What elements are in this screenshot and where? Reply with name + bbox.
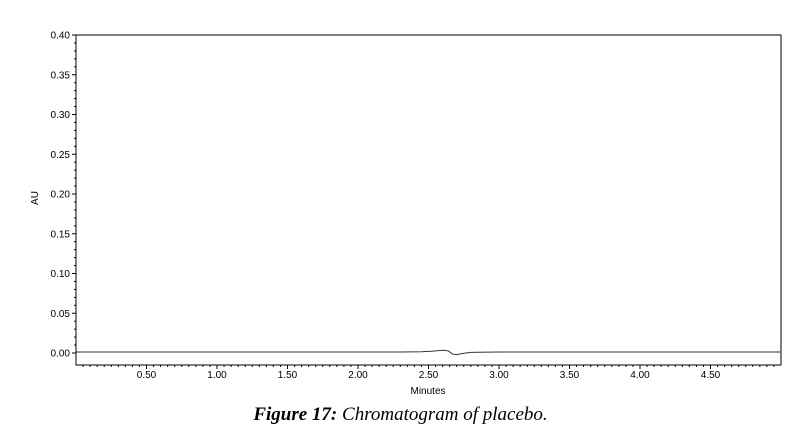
x-tick-label: 4.50: [701, 370, 721, 381]
y-tick-label: 0.10: [51, 269, 71, 280]
x-tick-label: 0.50: [137, 370, 157, 381]
plot-frame: [75, 34, 782, 366]
chromatogram-chart: 0.00 0.05 0.10 0.15 0.20 0.25 0.30 0.35 0.40 0.5…: [30, 31, 782, 397]
y-tick-label: 0.30: [51, 110, 71, 121]
x-tick-label: 3.50: [560, 370, 580, 381]
x-tick-label: 1.50: [278, 370, 298, 381]
y-tick-label: 0.40: [51, 31, 71, 42]
y-axis-title: AU: [30, 191, 41, 205]
x-tick-label: 4.00: [630, 370, 650, 381]
chromatogram-trace: [76, 349, 781, 356]
y-axis: 0.00 0.05 0.10 0.15 0.20 0.25 0.30 0.35 0.40: [51, 31, 76, 360]
x-tick-label: 1.00: [207, 370, 227, 381]
y-tick-label: 0.35: [51, 70, 71, 81]
x-tick-label: 2.50: [419, 370, 439, 381]
y-tick-label: 0.05: [51, 309, 71, 320]
x-axis-title: Minutes: [410, 386, 445, 397]
y-tick-label: 0.15: [51, 229, 71, 240]
y-tick-label: 0.20: [51, 190, 71, 201]
caption-text: Chromatogram of placebo.: [337, 404, 548, 425]
x-axis: 0.50 1.00 1.50 2.00 2.50 3.00 3.50 4.00 4.50: [82, 365, 775, 381]
figure-caption: Figure 17: Chromatogram of placebo.: [0, 404, 801, 426]
x-tick-label: 3.00: [489, 370, 509, 381]
y-tick-label: 0.25: [51, 150, 71, 161]
caption-lead: Figure 17:: [253, 404, 338, 425]
y-tick-label: 0.00: [51, 349, 71, 360]
x-tick-label: 2.00: [348, 370, 368, 381]
